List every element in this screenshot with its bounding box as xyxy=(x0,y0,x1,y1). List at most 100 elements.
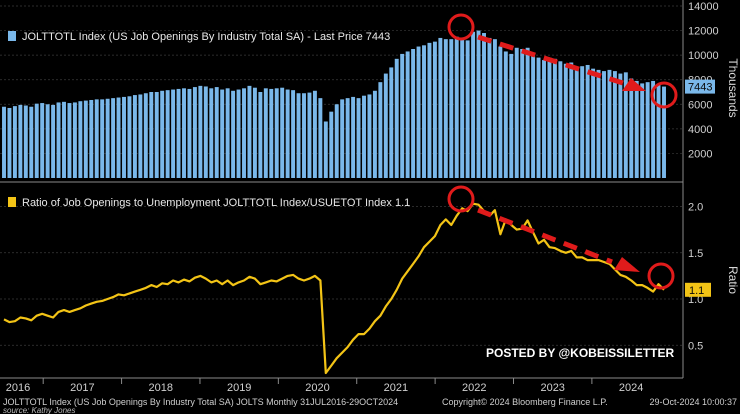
bar xyxy=(405,51,410,178)
bar xyxy=(563,63,568,178)
footer-left: JOLTTOTL Index (US Job Openings By Indus… xyxy=(3,397,398,407)
bar xyxy=(394,58,399,178)
bar xyxy=(247,85,252,178)
bar xyxy=(302,93,306,178)
bar xyxy=(651,80,656,178)
x-axis-years: 2016 2017 2018 2019 2020 2021 2022 2023 2024 xyxy=(6,378,643,394)
bar xyxy=(574,68,579,178)
peak-circle-top xyxy=(447,13,475,41)
bar xyxy=(536,57,541,178)
bar xyxy=(542,60,546,179)
bar xyxy=(312,90,317,178)
bar xyxy=(345,98,350,178)
bar xyxy=(662,86,666,178)
bar xyxy=(236,89,241,178)
latest-circle-top xyxy=(650,81,678,109)
bar xyxy=(252,87,257,178)
bar xyxy=(552,58,557,178)
bar xyxy=(323,121,328,178)
bar xyxy=(83,100,88,178)
bar xyxy=(132,95,137,178)
bar xyxy=(449,39,454,178)
bar xyxy=(12,106,17,178)
bar xyxy=(209,88,214,178)
bar xyxy=(367,94,372,178)
legend-swatch-line xyxy=(8,197,16,207)
x-tick-label: 2022 xyxy=(462,382,486,394)
trend-arrowhead-bottom xyxy=(614,257,640,272)
bar xyxy=(280,87,285,178)
legend-swatch-bars xyxy=(8,31,16,41)
bar xyxy=(89,99,94,178)
x-tick-label: 2017 xyxy=(70,382,94,394)
bar xyxy=(591,68,596,178)
ratio-line xyxy=(3,202,665,375)
bar xyxy=(547,57,552,178)
bar xyxy=(72,102,77,178)
bar xyxy=(23,105,28,178)
bar xyxy=(143,93,148,178)
latest-circle-bottom xyxy=(647,262,675,290)
bar xyxy=(100,99,105,178)
bottom-gridlines xyxy=(0,206,683,346)
bar xyxy=(192,87,197,178)
bar xyxy=(383,73,388,178)
bar xyxy=(94,99,99,178)
bottom-legend-title: Ratio of Job Openings to Unemployment JO… xyxy=(22,197,410,209)
bar xyxy=(509,53,514,178)
bar xyxy=(56,102,61,178)
watermark: POSTED BY @KOBEISSILETTER xyxy=(486,346,675,360)
top-y-tick-label: 4000 xyxy=(688,124,712,136)
bottom-y-tick-label: 1.5 xyxy=(688,248,703,260)
bar xyxy=(242,88,246,178)
bar xyxy=(422,45,426,179)
bar xyxy=(558,61,563,178)
bar xyxy=(460,37,465,178)
bar xyxy=(105,98,110,178)
bottom-y-tick-label: 2.0 xyxy=(688,202,703,214)
bottom-y-axis-ticks: 0.5 1.0 1.5 2.0 xyxy=(688,202,703,353)
bar xyxy=(40,103,45,178)
bar xyxy=(525,47,530,178)
bar xyxy=(127,96,132,178)
bar xyxy=(623,72,628,178)
bar xyxy=(329,111,334,178)
bar xyxy=(372,90,377,178)
trend-arrow-top-line xyxy=(477,34,627,87)
bar xyxy=(7,107,12,178)
x-tick-label: 2019 xyxy=(227,382,251,394)
x-tick-label: 2018 xyxy=(149,382,173,394)
top-y-axis-title: Thousands xyxy=(726,58,740,117)
bar xyxy=(258,92,263,178)
bar xyxy=(165,90,170,178)
bar xyxy=(351,96,356,178)
bar xyxy=(274,88,279,178)
bottom-y-tick-label: 0.5 xyxy=(688,340,703,352)
footer-source: source: Kathy Jones xyxy=(3,406,75,414)
bar xyxy=(569,62,574,179)
bottom-y-tick-label: 1.0 xyxy=(688,294,703,306)
bar xyxy=(602,71,606,178)
bar xyxy=(318,98,323,178)
footer-date: 29-Oct-2024 10:00:37 xyxy=(649,397,737,407)
bar xyxy=(378,82,383,178)
bar xyxy=(307,92,312,178)
bar xyxy=(29,106,34,178)
bar xyxy=(607,69,612,178)
x-tick-label: 2023 xyxy=(540,382,564,394)
bar xyxy=(596,69,601,178)
trend-arrowhead-top xyxy=(622,78,646,91)
bar xyxy=(340,99,345,178)
bar xyxy=(438,37,443,178)
top-y-tick-label: 6000 xyxy=(688,99,712,111)
bar xyxy=(296,93,301,178)
bar xyxy=(482,33,486,178)
bar xyxy=(154,92,159,178)
bottom-y-axis-title: Ratio xyxy=(726,266,740,294)
red-annotations xyxy=(447,13,678,290)
bar xyxy=(18,104,23,178)
x-tick-label: 2024 xyxy=(619,382,643,394)
bar xyxy=(182,88,186,178)
